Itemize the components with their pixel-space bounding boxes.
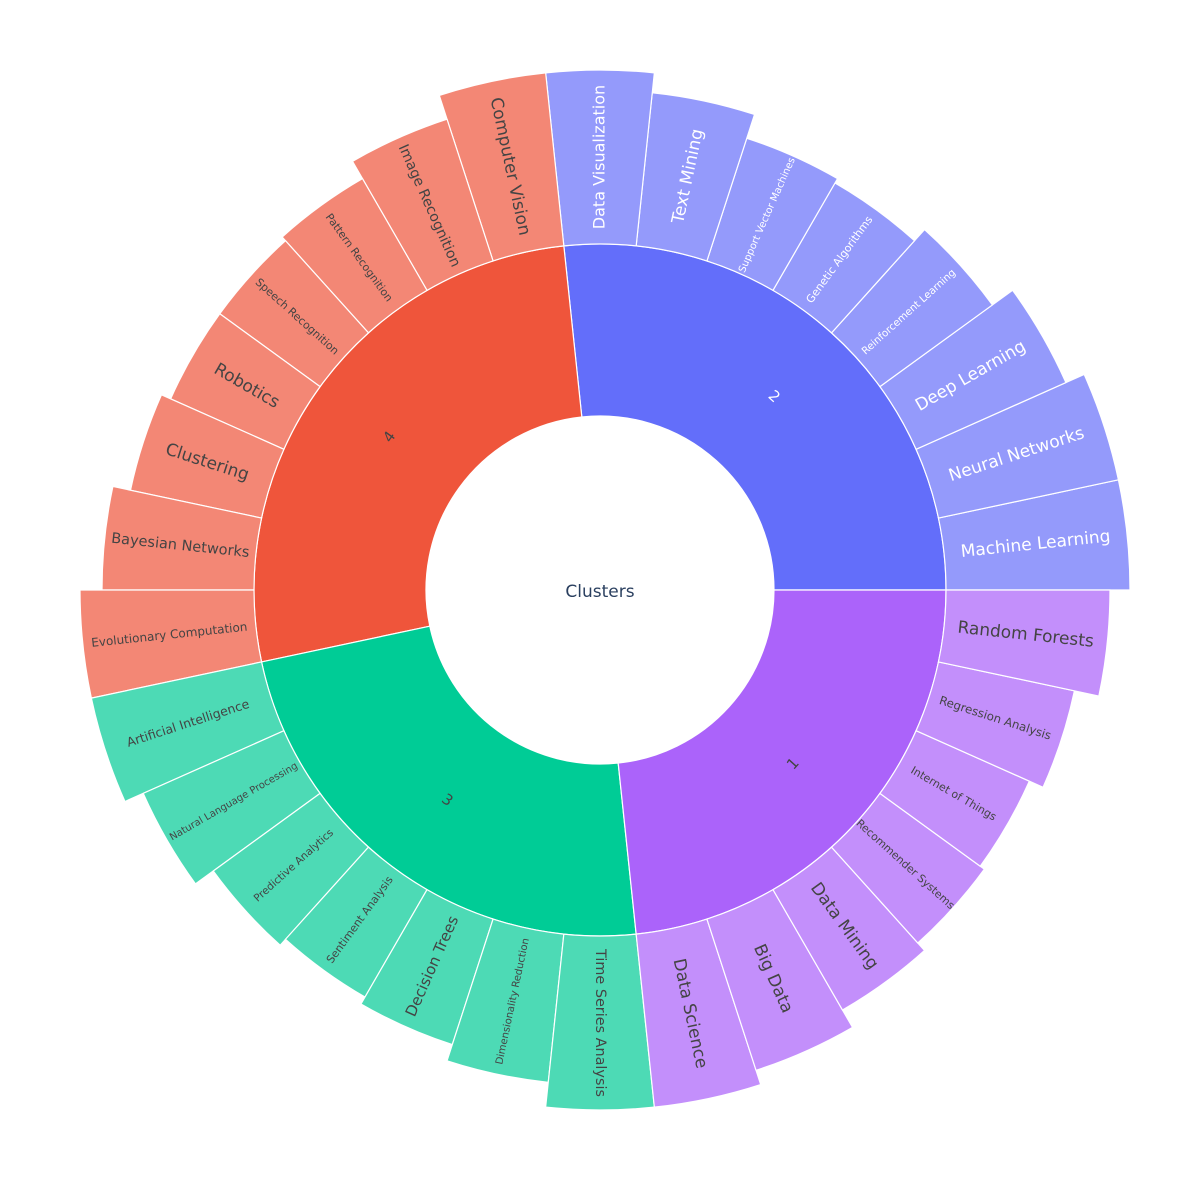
segments-layer bbox=[79, 69, 1131, 1111]
leaf-label: Data Visualization bbox=[590, 85, 609, 229]
leaf-segment[interactable] bbox=[937, 589, 1111, 697]
center-label: Clusters bbox=[565, 582, 634, 602]
leaf-label: Time Series Analysis bbox=[592, 948, 608, 1097]
